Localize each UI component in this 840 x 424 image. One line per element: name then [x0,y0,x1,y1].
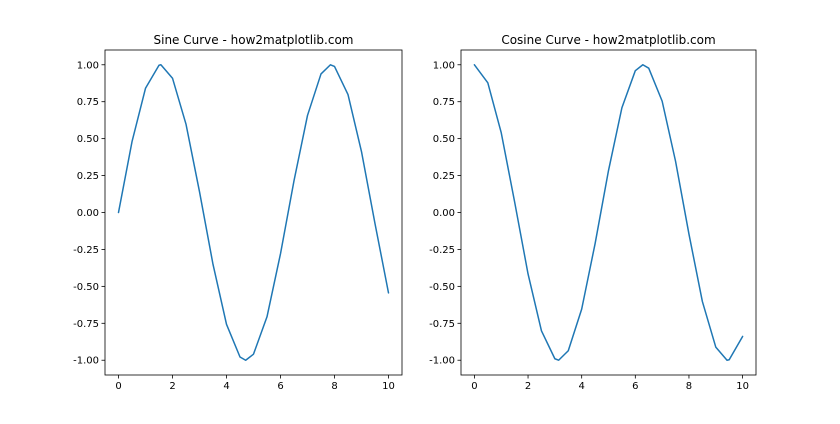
chart-2-xtick-label: 0 [471,381,477,392]
chart-2-series-1-line [473,64,744,361]
chart-1-series-1-line [117,64,390,361]
chart-1-frame [104,49,403,376]
chart-2-ytick-label: -1.00 [429,356,455,367]
chart-2-frame [460,49,757,376]
chart-2-ytick-label: 0.75 [433,97,455,108]
chart-1-ytick-label: 0.75 [77,97,99,108]
chart-1-ytick-label: 1.00 [77,60,99,71]
chart-1-ytick-label: 0.50 [77,134,99,145]
chart-1-xtick-label: 8 [331,381,337,392]
chart-1-ytick-label: 0.25 [77,171,99,182]
chart-2-xtick-label: 6 [632,381,638,392]
chart-1-ytick-label: 0.00 [77,208,99,219]
chart-2-ytick-label: 1.00 [433,60,455,71]
chart-1-xtick-label: 4 [223,381,229,392]
chart-1-ytick-label: -1.00 [73,356,99,367]
chart-2-xtick-label: 4 [578,381,584,392]
chart-2-ytick-label: -0.25 [429,245,455,256]
chart-2-ytick-label: 0.25 [433,171,455,182]
chart-1-ytick-label: -0.25 [73,245,99,256]
chart-1-ytick-label: -0.75 [73,319,99,330]
chart-2-axes: Cosine Curve - how2matplotlib.com 0 2 4 6 8 10… [429,33,757,392]
chart-2-ytick-label: -0.50 [429,282,455,293]
chart-2-xtick-label: 10 [736,381,749,392]
chart-1-xtick-label: 2 [169,381,175,392]
chart-2-ytick-label: 0.50 [433,134,455,145]
chart-1-xtick-label: 10 [382,381,395,392]
chart-1-ytick-label: -0.50 [73,282,99,293]
chart-2-xtick-label: 2 [525,381,531,392]
chart-1-xtick-label: 6 [277,381,283,392]
chart-2-ytick-label: -0.75 [429,319,455,330]
chart-1-axes: Sine Curve - how2matplotlib.com 0 2 4 6 8 10 1.… [73,33,403,392]
chart-2-title: Cosine Curve - how2matplotlib.com [501,33,715,47]
chart-2-xtick-label: 8 [686,381,692,392]
chart-1-title: Sine Curve - how2matplotlib.com [154,33,354,47]
chart-2-ytick-label: 0.00 [433,208,455,219]
chart-1-xtick-label: 0 [115,381,121,392]
